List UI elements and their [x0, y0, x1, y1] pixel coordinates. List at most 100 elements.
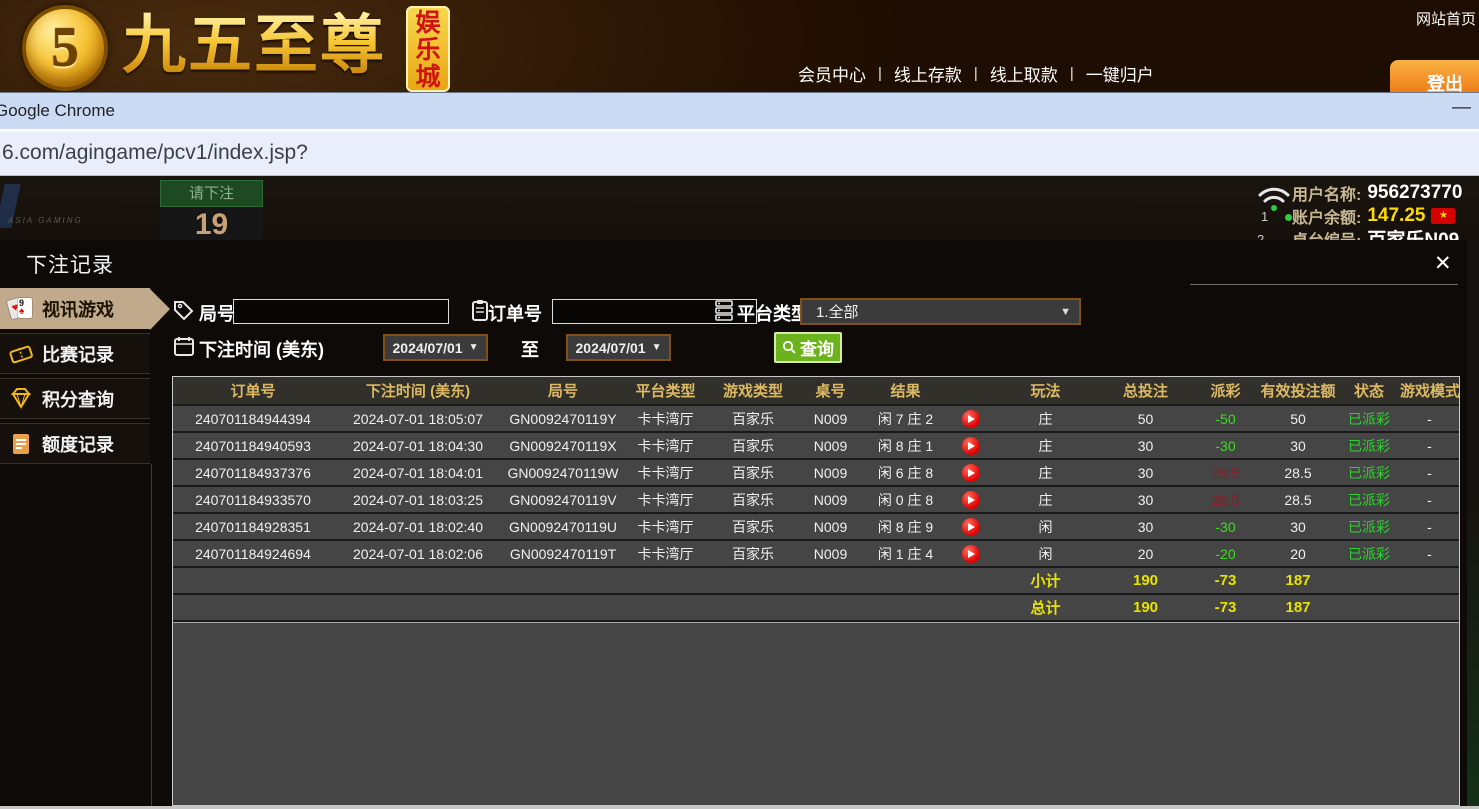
to-label: 至: [521, 340, 539, 360]
search-icon: [782, 340, 797, 355]
table-row: 240701184924694 2024-07-01 18:02:06 GN00…: [173, 539, 1459, 566]
result: 闲 8 庄 1: [877, 437, 934, 454]
game-type: 百家乐: [732, 437, 774, 454]
valid-bet: 30: [1290, 518, 1306, 535]
ticket-icon: [8, 341, 34, 367]
table-row: 240701184940593 2024-07-01 18:04:30 GN00…: [173, 431, 1459, 458]
browser-titlebar: Google Chrome —: [0, 92, 1479, 129]
play-video-icon[interactable]: [961, 490, 980, 509]
col-bet-time: 下注时间 (美东): [365, 383, 471, 400]
order-no: 240701184937376: [195, 464, 311, 481]
titlebar-divider: [0, 129, 1479, 132]
col-payout: 派彩: [1210, 383, 1241, 400]
total-row: 总计 190 -73 187: [173, 593, 1459, 620]
round-input[interactable]: [233, 299, 449, 324]
nav-member-center[interactable]: 会员中心: [798, 66, 866, 85]
round-no: GN0092470119W: [507, 464, 619, 481]
platform-type-select[interactable]: 1.全部 ▼: [800, 298, 1081, 325]
game-mode: -: [1427, 410, 1432, 427]
nav-separator: |: [878, 65, 882, 82]
game-mode: -: [1427, 491, 1432, 508]
play-video-icon[interactable]: [961, 544, 980, 563]
tab-match-records[interactable]: 比赛记录: [0, 333, 150, 374]
tab-credit-records[interactable]: 额度记录: [0, 423, 150, 464]
play-type: 庄: [1038, 410, 1053, 427]
brand-name: 九五至尊: [122, 6, 412, 86]
page-right-edge: [1467, 240, 1479, 806]
nav-one-key-transfer[interactable]: 一键归户: [1085, 66, 1154, 85]
payout: -50: [1215, 410, 1236, 427]
order-no: 240701184924694: [195, 545, 311, 562]
seat-number-2: 2: [1257, 232, 1264, 247]
username-label: 用户名称:: [1292, 186, 1362, 204]
game-background: ASIA GAMING 请下注 19 1 2 用户名称: 956273770 账…: [0, 176, 1479, 251]
sidebar-divider: [151, 464, 152, 806]
bet-time: 2024-07-01 18:02:06: [353, 545, 483, 562]
minimize-icon[interactable]: —: [1452, 97, 1471, 118]
home-link[interactable]: 网站首页: [1416, 11, 1477, 28]
order-label: 订单号: [488, 304, 542, 324]
play-video-icon[interactable]: [961, 463, 980, 482]
valid-bet: 28.5: [1284, 491, 1312, 508]
table-no: N009: [813, 518, 848, 535]
chevron-down-icon: ▼: [468, 342, 479, 353]
close-icon[interactable]: ✕: [1434, 252, 1452, 275]
total-bet: 30: [1137, 491, 1154, 508]
game-mode: -: [1427, 545, 1432, 562]
order-no: 240701184944394: [195, 410, 311, 427]
game-type: 百家乐: [732, 410, 774, 427]
nav-withdraw[interactable]: 线上取款: [989, 66, 1058, 85]
table-row: 240701184944394 2024-07-01 18:05:07 GN00…: [173, 404, 1459, 431]
play-video-icon[interactable]: [961, 409, 980, 428]
payout: -20: [1215, 545, 1236, 562]
play-video-icon[interactable]: [961, 517, 980, 536]
nav-deposit[interactable]: 线上存款: [893, 66, 962, 85]
total-label: 总计: [1030, 600, 1061, 617]
diamond-icon: [8, 386, 34, 412]
tab-video-games[interactable]: ♥ 9 ♠ 视讯游戏: [0, 288, 170, 330]
order-input[interactable]: [552, 299, 757, 324]
provider-name: ASIA GAMING: [8, 216, 83, 225]
page-bottom-edge: [0, 806, 1479, 809]
play-type: 庄: [1038, 464, 1053, 481]
platform: 卡卡湾厅: [637, 410, 694, 427]
play-video-icon[interactable]: [961, 436, 980, 455]
table-no: N009: [813, 491, 848, 508]
payout: -30: [1215, 518, 1236, 535]
date-from-picker[interactable]: 2024/07/01 ▼: [383, 334, 488, 361]
game-type: 百家乐: [732, 491, 774, 508]
table-header-row: 订单号 下注时间 (美东) 局号 平台类型 游戏类型 桌号 结果 玩法 总投注 …: [173, 377, 1459, 404]
play-type: 闲: [1038, 518, 1053, 535]
search-button-label: 查询: [800, 340, 834, 359]
search-button[interactable]: 查询: [774, 332, 842, 363]
username-value: 956273770: [1367, 181, 1463, 203]
table-no: N009: [813, 410, 848, 427]
wifi-icon: [1256, 183, 1292, 213]
video-cell: [948, 436, 993, 455]
tab-label: 额度记录: [42, 434, 114, 455]
game-type: 百家乐: [732, 464, 774, 481]
subtotal-total-bet: 190: [1132, 572, 1159, 589]
play-type: 闲: [1038, 545, 1053, 562]
col-platform: 平台类型: [635, 383, 696, 400]
address-bar[interactable]: 6.com/agingame/pcv1/index.jsp?: [0, 132, 1479, 176]
table-empty-area: [173, 620, 1459, 805]
tab-points-query[interactable]: 积分查询: [0, 378, 150, 419]
result: 闲 8 庄 9: [877, 518, 934, 535]
status-badge: 已派彩: [1348, 437, 1390, 454]
filter-area: 局号 订单号 平台类型: [172, 292, 1462, 376]
browser-title: Google Chrome: [0, 101, 116, 120]
status-badge: 已派彩: [1348, 518, 1390, 535]
tab-label: 比赛记录: [42, 344, 114, 365]
total-bet: 30: [1137, 437, 1154, 454]
status-badge: 已派彩: [1348, 410, 1390, 427]
game-type: 百家乐: [732, 545, 774, 562]
bet-time: 2024-07-01 18:03:25: [353, 491, 483, 508]
col-result: 结果: [890, 383, 921, 400]
date-to-picker[interactable]: 2024/07/01 ▼: [566, 334, 671, 361]
logout-button[interactable]: 登出: [1390, 60, 1479, 94]
subtotal-payout: -73: [1214, 572, 1237, 589]
status-badge: 已派彩: [1348, 464, 1390, 481]
subtotal-row: 小计 190 -73 187: [173, 566, 1459, 593]
valid-bet: 28.5: [1284, 464, 1312, 481]
